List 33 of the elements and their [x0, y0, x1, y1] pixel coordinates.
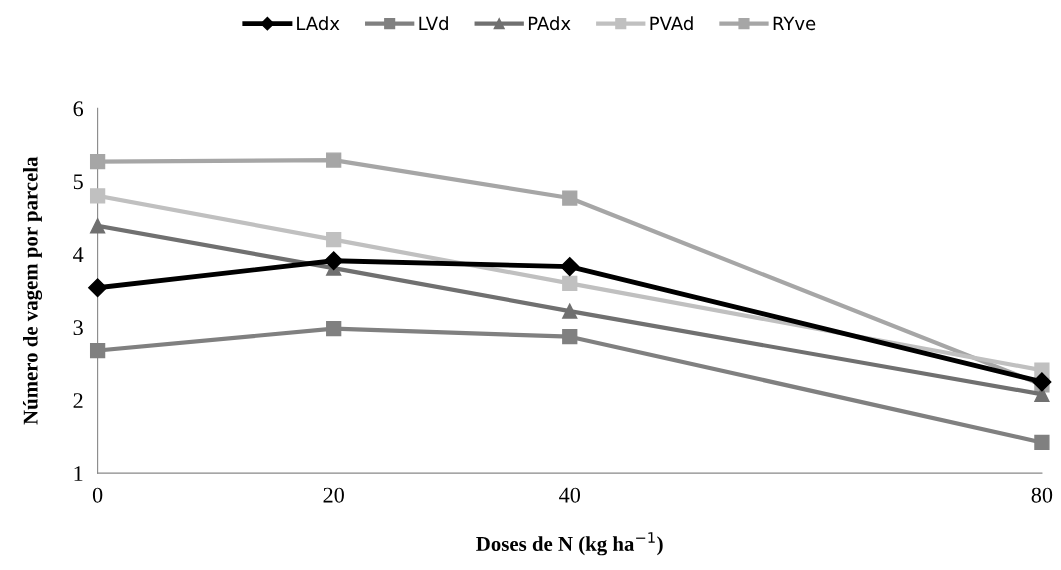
y-tick-label: 2 [73, 393, 83, 408]
point [89, 188, 106, 204]
point [88, 278, 108, 298]
legend-label: LAdx [297, 16, 340, 31]
x-tick-label: 40 [559, 487, 581, 503]
legend-label: PAdx [528, 16, 571, 31]
point [89, 153, 106, 170]
point [89, 218, 106, 234]
x-tick-label: 0 [92, 487, 103, 503]
y-tick-label: 5 [73, 174, 83, 190]
point [89, 342, 106, 359]
y-tick-label: 4 [73, 247, 84, 262]
x-axis-title: Doses de N (kg ha$^{−1}$) [476, 532, 663, 556]
legend-label: PVAd [650, 16, 693, 31]
y-axis-title: Número de vagem por parcela [22, 156, 43, 425]
point [326, 152, 342, 168]
y-tick-label: 3 [73, 320, 83, 336]
point [326, 231, 342, 248]
point [326, 320, 342, 337]
legend-label: LVd [419, 16, 448, 31]
x-tick-label: 20 [323, 487, 344, 503]
point [1034, 434, 1050, 451]
point [560, 257, 580, 277]
point [324, 251, 344, 271]
point [562, 303, 578, 319]
point [562, 275, 578, 292]
point [562, 190, 578, 206]
legend-label: RYve [773, 16, 816, 31]
y-tick-label: 1 [74, 466, 83, 481]
x-tick-label: 80 [1031, 487, 1053, 503]
point [1032, 372, 1052, 392]
y-tick-label: 6 [73, 101, 84, 117]
point [562, 329, 578, 345]
